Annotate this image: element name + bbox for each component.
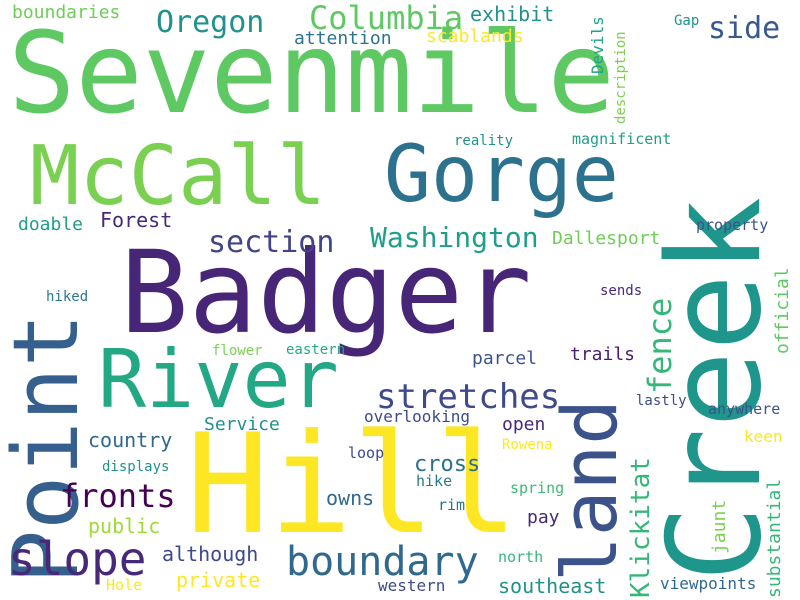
word-hike: hike	[416, 472, 453, 490]
word-anywhere: anywhere	[708, 400, 781, 418]
word-gap: Gap	[674, 13, 700, 29]
word-columbia: Columbia	[309, 0, 464, 37]
word-loop: loop	[348, 444, 385, 462]
word-klickitat: Klickitat	[626, 457, 656, 598]
word-fence: fence	[641, 297, 679, 394]
word-description: description	[613, 31, 629, 124]
word-pay: pay	[527, 507, 560, 528]
word-trails: trails	[570, 344, 636, 365]
word-cross: cross	[414, 452, 481, 477]
word-badger: Badger	[120, 226, 532, 359]
word-oregon: Oregon	[156, 5, 265, 40]
word-dallesport: Dallesport	[552, 228, 661, 249]
word-eastern: eastern	[286, 342, 346, 358]
word-flower: flower	[212, 343, 263, 359]
word-washington: Washington	[370, 221, 539, 254]
word-property: property	[696, 216, 769, 234]
word-country: country	[88, 428, 173, 452]
word-keen: keen	[744, 427, 783, 446]
word-parcel: parcel	[472, 348, 538, 369]
word-private: private	[176, 568, 261, 592]
word-attention: attention	[294, 28, 392, 49]
word-boundaries: boundaries	[12, 2, 121, 23]
word-exhibit: exhibit	[470, 2, 555, 26]
word-sends: sends	[600, 283, 643, 299]
word-scablands: scablands	[426, 26, 524, 47]
word-section: section	[208, 225, 335, 260]
word-devils: Devils	[588, 16, 607, 74]
word-viewpoints: viewpoints	[660, 574, 757, 593]
word-rowena: Rowena	[502, 437, 553, 453]
word-service: Service	[204, 414, 280, 435]
word-slope: slope	[8, 532, 147, 586]
word-boundary: boundary	[286, 539, 479, 585]
word-hole: Hole	[106, 576, 143, 594]
word-although: although	[162, 542, 259, 566]
word-north: north	[498, 548, 544, 566]
word-lastly: lastly	[636, 393, 687, 409]
word-forest: Forest	[100, 208, 173, 232]
word-jaunt: jaunt	[709, 499, 730, 554]
word-stretches: stretches	[376, 377, 561, 417]
word-spring: spring	[510, 479, 565, 497]
word-displays: displays	[102, 459, 170, 475]
word-southeast: southeast	[498, 574, 607, 598]
word-western: western	[378, 576, 446, 595]
word-substantial: substantial	[764, 478, 785, 598]
word-overlooking: overlooking	[364, 407, 470, 426]
word-river: River	[98, 333, 339, 426]
word-open: open	[502, 414, 546, 435]
word-official: official	[772, 267, 793, 354]
word-rim: rim	[438, 496, 466, 514]
word-owns: owns	[326, 486, 375, 510]
word-doable: doable	[18, 214, 84, 235]
word-side: side	[708, 11, 781, 46]
word-gorge: Gorge	[384, 130, 619, 220]
word-public: public	[88, 514, 161, 538]
word-mccall: McCall	[30, 129, 327, 224]
word-sevenmile: Sevenmile	[8, 9, 615, 139]
word-hill: Hill	[186, 404, 519, 565]
word-hiked: hiked	[46, 289, 89, 305]
word-magnificent: magnificent	[572, 130, 672, 148]
word-fronts: fronts	[60, 477, 176, 515]
word-reality: reality	[454, 133, 514, 149]
